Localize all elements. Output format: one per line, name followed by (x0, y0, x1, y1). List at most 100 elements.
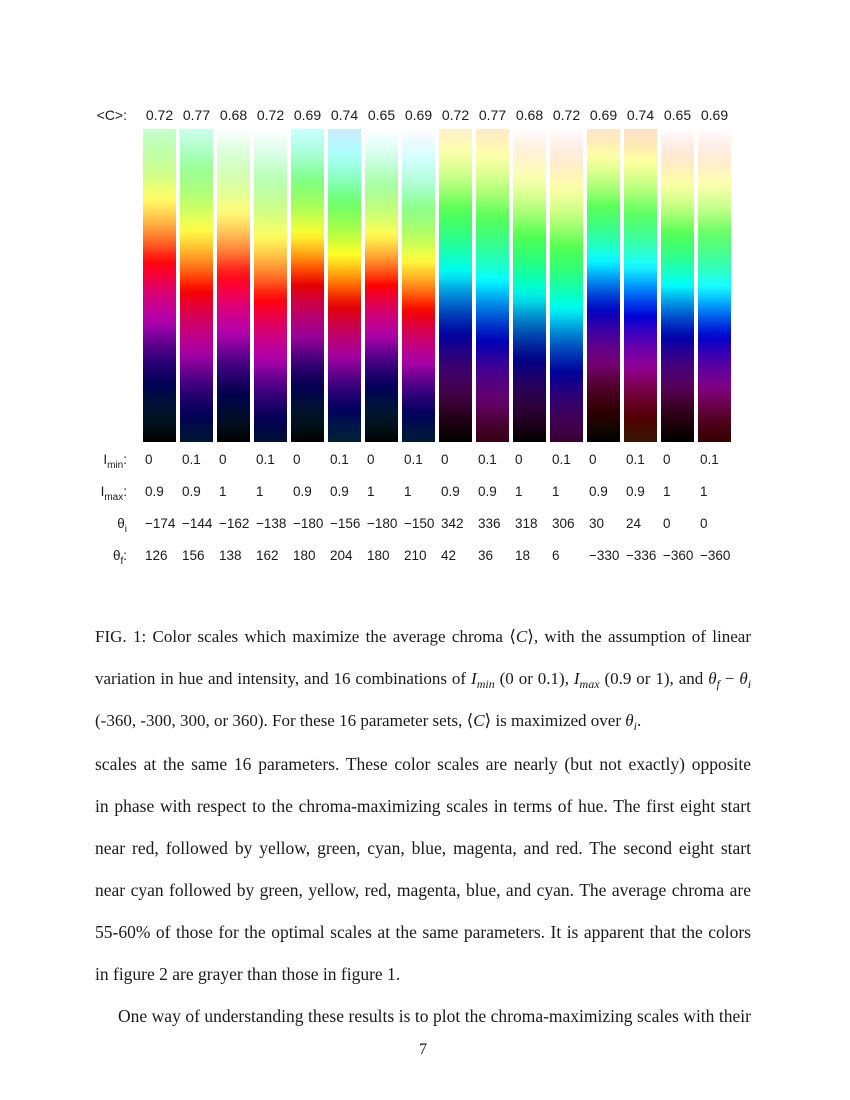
imin-base: I (103, 452, 108, 467)
imax-value: 1 (663, 484, 671, 499)
color-bar (143, 129, 176, 442)
color-bar (180, 129, 213, 442)
theta-f-value: 162 (256, 548, 279, 563)
imin-value: 0.1 (552, 452, 571, 467)
imin-sub: min (107, 460, 124, 471)
theta-f-value: 18 (515, 548, 531, 563)
body-line: in phase with respect to the chroma-maxi… (95, 796, 751, 816)
theta-i-value: 318 (515, 516, 538, 531)
color-bar (587, 129, 620, 442)
theta-f-base: θ (112, 548, 121, 563)
theta-i-value: −156 (330, 516, 361, 531)
avg-chroma-value: 0.69 (700, 107, 729, 123)
avg-chroma-value: 0.74 (330, 107, 359, 123)
color-bar (217, 129, 250, 442)
body-line: near red, followed by yellow, green, cya… (95, 838, 751, 858)
color-bar (476, 129, 509, 442)
imax-value: 0.9 (626, 484, 645, 499)
page-number: 7 (419, 1041, 427, 1058)
body-line: 55-60% of those for the optimal scales a… (95, 922, 751, 942)
avg-chroma-value: 0.72 (145, 107, 174, 123)
theta-f-value: −360 (663, 548, 694, 563)
avg-chroma-value: 0.74 (626, 107, 655, 123)
imax-value: 0.9 (145, 484, 164, 499)
body-line: scales at the same 16 parameters. These … (95, 754, 751, 774)
theta-i-value: 0 (700, 516, 708, 531)
color-bar (624, 129, 657, 442)
imin-value: 0 (367, 452, 375, 467)
imin-value: 0.1 (330, 452, 349, 467)
avg-chroma-value: 0.69 (293, 107, 322, 123)
row-label-theta-i: θi (85, 515, 127, 535)
imin-value: 0 (663, 452, 671, 467)
avg-chroma-value: 0.69 (404, 107, 433, 123)
imin-value: 0 (589, 452, 597, 467)
avg-chroma-value: 0.72 (552, 107, 581, 123)
imax-base: I (100, 484, 105, 499)
avg-chroma-value: 0.68 (219, 107, 248, 123)
chroma-values-row: 0.72 0.77 0.68 0.72 0.69 0.74 0.65 0.69 0.72 0.77… (143, 106, 731, 124)
theta-f-value: 180 (367, 548, 390, 563)
theta-i-value: 24 (626, 516, 642, 531)
imin-value: 0 (441, 452, 449, 467)
imin-value: 0.1 (182, 452, 201, 467)
color-bar (402, 129, 435, 442)
color-bar (513, 129, 546, 442)
theta-i-value: −174 (145, 516, 176, 531)
imax-value: 1 (515, 484, 523, 499)
row-label-imin: Imin: (85, 451, 127, 471)
imin-value: 0.1 (700, 452, 719, 467)
imax-value: 0.9 (478, 484, 497, 499)
theta-i-value: −150 (404, 516, 435, 531)
theta-f-value: 36 (478, 548, 494, 563)
row-label-imax: Imax: (85, 483, 127, 503)
caption-line: variation in hue and intensity, and 16 c… (95, 669, 752, 691)
avg-chroma-value: 0.77 (182, 107, 211, 123)
theta-f-value: 138 (219, 548, 242, 563)
color-bar (661, 129, 694, 442)
theta-i-sub: i (124, 524, 127, 535)
imax-value: 0.9 (330, 484, 349, 499)
color-bar (291, 129, 324, 442)
color-bar (365, 129, 398, 442)
theta-i-value: −180 (293, 516, 324, 531)
imin-value: 0 (515, 452, 523, 467)
imin-value: 0 (293, 452, 301, 467)
avg-chroma-row-label: <C>: (96, 107, 127, 123)
imin-values-row: 0 0.1 0 0.1 0 0.1 0 0.1 0 0.1 0 0.1 0 0.1 0 0.1 (143, 451, 731, 469)
bars-row (143, 129, 731, 442)
imin-value: 0 (219, 452, 227, 467)
imax-colon: : (123, 484, 127, 499)
imin-value: 0.1 (256, 452, 275, 467)
body-paragraph-2: One way of understanding these results i… (95, 995, 751, 1037)
avg-chroma-value: 0.65 (663, 107, 692, 123)
theta-i-value: −162 (219, 516, 250, 531)
theta-i-value: 336 (478, 516, 501, 531)
theta-f-value: 6 (552, 548, 560, 563)
avg-chroma-value: 0.68 (515, 107, 544, 123)
theta-f-value: 156 (182, 548, 205, 563)
imin-value: 0 (145, 452, 153, 467)
color-bar (550, 129, 583, 442)
theta-i-value: 306 (552, 516, 575, 531)
theta-f-sub: f (120, 556, 124, 567)
imax-value: 1 (219, 484, 227, 499)
body-line: in figure 2 are grayer than those in fig… (95, 964, 401, 984)
color-bar (254, 129, 287, 442)
theta-f-value: −360 (700, 548, 731, 563)
avg-chroma-value: 0.65 (367, 107, 396, 123)
theta-i-base: θ (117, 516, 125, 531)
theta-f-value: −336 (626, 548, 657, 563)
theta-i-value: −138 (256, 516, 287, 531)
theta-i-value: 0 (663, 516, 671, 531)
avg-chroma-value: 0.69 (589, 107, 618, 123)
imax-value: 1 (552, 484, 560, 499)
imax-value: 0.9 (589, 484, 608, 499)
imax-value: 1 (404, 484, 412, 499)
avg-chroma-value: 0.72 (441, 107, 470, 123)
body-paragraph-1: scales at the same 16 parameters. These … (95, 743, 751, 995)
imax-sub: max (104, 492, 124, 503)
imin-value: 0.1 (626, 452, 645, 467)
imax-value: 0.9 (182, 484, 201, 499)
